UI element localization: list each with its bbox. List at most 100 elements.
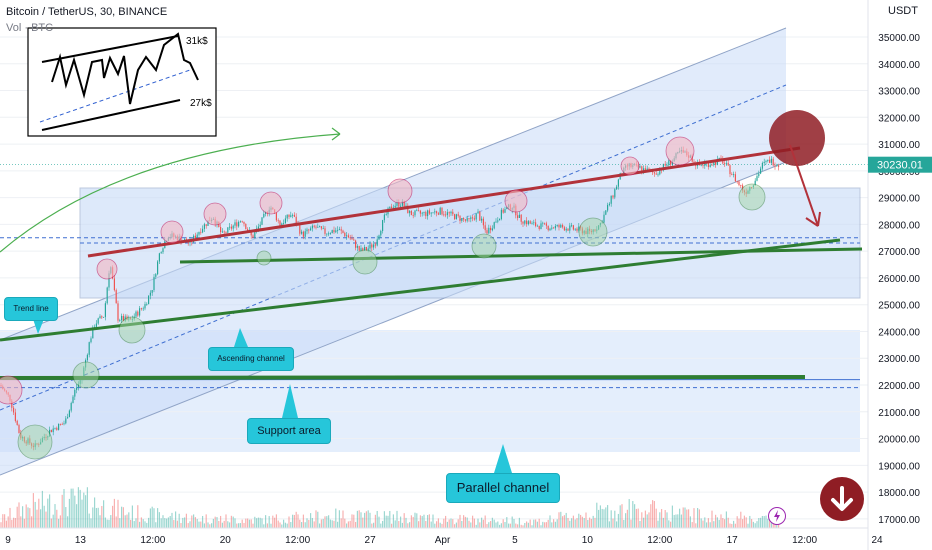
volume-bar: [592, 515, 594, 528]
volume-bar: [398, 521, 400, 528]
candle-body: [319, 226, 321, 228]
volume-bar: [4, 514, 6, 528]
volume-bar: [20, 516, 22, 528]
volume-bar: [252, 523, 254, 528]
volume-bar: [758, 518, 760, 528]
candle-body: [230, 226, 232, 229]
volume-bar: [643, 517, 645, 528]
volume-bar: [421, 516, 423, 528]
target-circle: [769, 110, 825, 166]
candle-body: [392, 207, 394, 209]
volume-bar: [538, 518, 540, 528]
volume-bar: [491, 517, 493, 528]
volume-bar: [556, 519, 558, 528]
volume-bar: [571, 518, 573, 528]
candle-body: [284, 218, 286, 224]
candle-body: [59, 423, 61, 425]
volume-bar: [509, 523, 511, 528]
scroll-down-button[interactable]: [820, 477, 864, 521]
volume-bar: [394, 520, 396, 528]
volume-bar: [610, 510, 612, 528]
volume-bar: [23, 518, 25, 528]
volume-bar: [104, 517, 106, 528]
volume-bar: [38, 498, 40, 528]
candle-body: [443, 214, 445, 216]
candle-body: [565, 228, 567, 231]
candle-body: [538, 225, 540, 229]
candle-body: [16, 420, 18, 426]
volume-bar: [428, 514, 430, 528]
candle-body: [457, 214, 459, 216]
candle-body: [558, 224, 560, 228]
candle-body: [576, 228, 578, 231]
flash-button[interactable]: [768, 507, 786, 525]
candle-body: [362, 248, 364, 251]
candle-body: [160, 252, 162, 254]
volume-bar: [72, 488, 74, 528]
volume-bar: [59, 515, 61, 528]
x-tick-label: 13: [75, 535, 87, 546]
candle-body: [103, 316, 105, 318]
volume-bar: [108, 519, 110, 528]
candle-body: [301, 231, 303, 234]
support-area-text: Support area: [257, 425, 321, 437]
volume-bar: [122, 507, 124, 528]
candle-body: [157, 261, 159, 275]
candle-body: [378, 235, 380, 240]
candle-body: [295, 216, 297, 225]
volume-bar: [58, 518, 60, 528]
candle-body: [657, 174, 659, 176]
volume-bar: [691, 522, 693, 528]
volume-bar: [319, 523, 321, 528]
volume-bar: [239, 523, 241, 528]
projection-arrow: [789, 144, 819, 227]
pivot-high-circle: [0, 375, 23, 405]
volume-bar: [400, 516, 402, 528]
candle-body: [734, 174, 736, 182]
candle-body: [347, 235, 349, 238]
time-axis[interactable]: 9 13 12:00 20 12:00 27 Apr 5 10 12:00 17 12:00 24: [0, 527, 883, 546]
volume-bar: [329, 519, 331, 528]
volume-bar: [374, 514, 376, 528]
support-area-line[interactable]: [0, 375, 806, 380]
volume-bar: [29, 508, 31, 528]
volume-bar: [247, 518, 249, 528]
resistance-line[interactable]: [87, 146, 801, 258]
volume-bar: [594, 517, 596, 528]
volume-bar: [605, 507, 607, 528]
volume-bar: [713, 521, 715, 528]
volume-bar: [25, 504, 27, 528]
volume-bar: [351, 514, 353, 528]
candle-body: [490, 227, 492, 231]
volume-bar: [43, 505, 45, 528]
volume-bar: [315, 510, 317, 528]
volume-bar: [34, 501, 36, 528]
candle-body: [383, 214, 385, 221]
volume-bar: [140, 517, 142, 528]
volume-bar: [297, 514, 299, 528]
volume-bar: [380, 523, 382, 528]
price-axis[interactable]: 17000.00 18000.00 19000.00 20000.00 21000.00…: [867, 0, 920, 550]
volume-bar: [167, 517, 169, 528]
volume-bar: [738, 518, 740, 528]
volume-bar: [209, 524, 211, 528]
volume-bar: [524, 522, 526, 528]
volume-bar: [232, 516, 234, 528]
volume-bar: [670, 521, 672, 528]
candle-body: [612, 195, 614, 198]
inset-top-label: 31k$: [186, 36, 208, 47]
volume-bar: [182, 517, 184, 528]
volume-bar: [554, 521, 556, 528]
volume-bar: [661, 509, 663, 528]
candle-body: [702, 164, 704, 166]
candle-body: [88, 342, 90, 355]
pivot-low-circle: [578, 217, 608, 247]
candle-body: [466, 218, 468, 221]
channel-mid-line: [0, 84, 787, 411]
candle-body: [68, 410, 70, 418]
candle-body: [639, 166, 641, 168]
volume-bar: [212, 518, 214, 528]
volume-bar: [65, 507, 67, 528]
volume-bar: [450, 518, 452, 528]
